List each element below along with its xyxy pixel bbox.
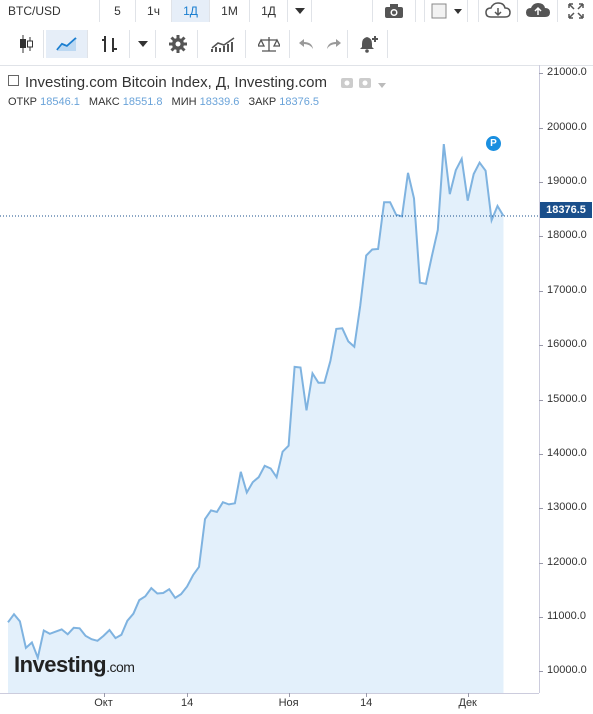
low-label: МИН [171, 96, 197, 108]
x-tick-mark [187, 693, 189, 697]
camera-icon[interactable] [372, 0, 416, 22]
interval-5m-button[interactable]: 5 [100, 0, 136, 22]
y-tick-mark [539, 290, 543, 292]
investing-logo: Investing.com [14, 652, 135, 677]
area-chart-icon[interactable] [46, 30, 88, 58]
high-label: МАКС [88, 96, 120, 108]
candlestick-icon[interactable] [8, 30, 44, 58]
y-tick-label: 19000.0 [547, 175, 587, 188]
close-value: 18376.5 [279, 96, 320, 108]
fullscreen-icon[interactable] [558, 0, 593, 22]
indicators-icon[interactable] [200, 30, 246, 58]
compare-scale-icon[interactable] [248, 30, 290, 58]
y-tick-mark [539, 453, 543, 455]
alert-bell-icon[interactable] [350, 30, 388, 58]
x-tick-label: 14 [180, 697, 194, 709]
x-tick-mark [467, 693, 469, 697]
bar-chart-icon[interactable] [90, 30, 130, 58]
last-price-tag: 18376.5 [540, 202, 592, 218]
interval-dropdown-icon[interactable] [288, 0, 312, 22]
visibility-eye-icon[interactable] [341, 75, 354, 92]
collapse-toggle-icon[interactable] [8, 75, 19, 86]
y-tick-mark [539, 616, 543, 618]
x-tick-label: Дек [458, 697, 477, 709]
close-label: ЗАКР [248, 96, 277, 108]
interval-1month-button[interactable]: 1М [210, 0, 250, 22]
series-title: Investing.com Bitcoin Index, Д, Investin… [25, 74, 327, 91]
ohlc-values: ОТКР 18546.1 МАКС 18551.8 МИН 18339.6 ЗА… [8, 96, 325, 108]
legend-dropdown-icon[interactable] [378, 75, 387, 92]
interval-1d-button[interactable]: 1Д [172, 0, 210, 22]
x-tick-mark [103, 693, 105, 697]
legend-title: Investing.com Bitcoin Index, Д, Investin… [8, 74, 387, 92]
series-settings-icon[interactable] [359, 75, 372, 92]
y-tick-label: 14000.0 [547, 446, 587, 459]
series-line [7, 143, 505, 662]
price-axis [539, 65, 593, 693]
settings-gear-icon[interactable] [158, 30, 198, 58]
high-value: 18551.8 [122, 96, 163, 108]
y-tick-mark [539, 345, 543, 347]
y-tick-label: 15000.0 [547, 392, 587, 405]
interval-1h-button[interactable]: 1ч [136, 0, 172, 22]
y-tick-mark [539, 182, 543, 184]
y-tick-mark [539, 508, 543, 510]
open-value: 18546.1 [40, 96, 80, 108]
y-tick-label: 20000.0 [547, 120, 587, 133]
y-tick-label: 21000.0 [547, 66, 587, 79]
toolbar-row-top: BTC/USD 5 1ч 1Д 1М 1Д [0, 0, 593, 24]
y-tick-mark [539, 236, 543, 238]
y-tick-mark [539, 671, 543, 673]
y-tick-mark [539, 73, 543, 75]
cloud-download-icon[interactable] [478, 0, 518, 22]
x-tick-mark [366, 693, 368, 697]
dividend-marker[interactable]: P [486, 136, 501, 151]
y-tick-label: 17000.0 [547, 283, 587, 296]
toolbar-row-bottom [0, 30, 593, 60]
open-label: ОТКР [8, 96, 38, 108]
color-picker-icon[interactable] [424, 0, 468, 22]
undo-icon[interactable] [292, 30, 320, 58]
chart-type-dropdown-icon[interactable] [130, 30, 156, 58]
price-chart [0, 143, 539, 694]
y-tick-label: 16000.0 [547, 338, 587, 351]
series-area [8, 144, 504, 694]
time-axis [0, 693, 539, 714]
y-tick-mark [539, 399, 543, 401]
y-tick-label: 18000.0 [547, 229, 587, 242]
chart-area[interactable] [0, 65, 593, 713]
y-tick-label: 13000.0 [547, 501, 587, 514]
y-tick-label: 11000.0 [547, 609, 586, 622]
redo-icon[interactable] [320, 30, 348, 58]
y-tick-label: 12000.0 [547, 555, 587, 568]
x-tick-label: Ноя [278, 697, 299, 709]
cloud-upload-icon[interactable] [518, 0, 558, 22]
x-tick-label: 14 [360, 697, 373, 709]
x-tick-label: Окт [94, 697, 113, 709]
low-value: 18339.6 [199, 96, 240, 108]
chart-toolbar: BTC/USD 5 1ч 1Д 1М 1Д [0, 0, 593, 66]
y-tick-mark [539, 562, 543, 564]
symbol-field[interactable]: BTC/USD [0, 0, 100, 22]
interval-1d-custom-button[interactable]: 1Д [250, 0, 288, 22]
y-tick-label: 10000.0 [547, 664, 587, 677]
y-tick-mark [539, 127, 543, 129]
x-tick-mark [288, 693, 290, 697]
